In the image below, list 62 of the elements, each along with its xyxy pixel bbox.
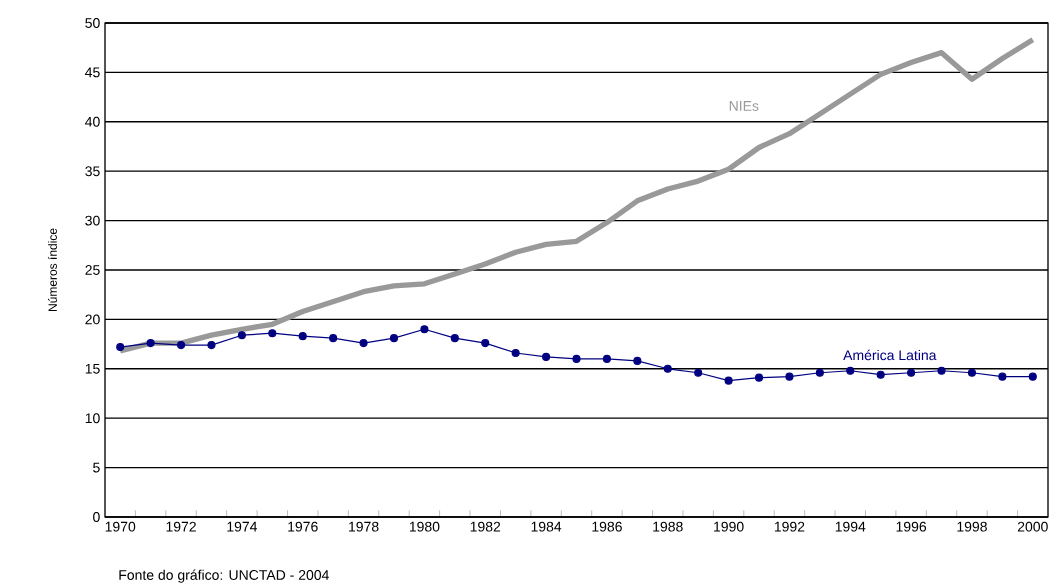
point: [146, 339, 155, 348]
y-tick-label: 30: [85, 215, 100, 226]
point: [846, 366, 855, 375]
x-tick-label: 1986: [592, 521, 622, 532]
x-tick-label: 1994: [835, 521, 866, 532]
x-tick-label: 1998: [957, 521, 987, 532]
y-tick-label: 0: [93, 512, 100, 522]
point: [572, 354, 581, 363]
point: [298, 332, 307, 341]
series-label: América Latina: [843, 349, 937, 361]
y-tick-label: 15: [85, 363, 100, 374]
x-tick-label: 1996: [896, 521, 927, 532]
text: NIEs: [729, 101, 759, 111]
point: [998, 372, 1007, 381]
point: [268, 329, 277, 338]
y-tick-label: 35: [85, 166, 100, 177]
point: [967, 368, 977, 377]
point: [116, 342, 125, 352]
y-tick-label: 25: [85, 265, 100, 275]
y-axis-title: Números índice: [47, 228, 57, 312]
point: [937, 366, 946, 375]
y-tick-label: 50: [85, 18, 100, 28]
x-tick-label: 1988: [653, 521, 683, 532]
x-tick-label: 1982: [470, 521, 501, 532]
point: [389, 334, 399, 343]
point: [420, 325, 429, 334]
point: [602, 354, 611, 363]
point: [511, 348, 520, 358]
y-tick-label: 40: [85, 116, 100, 127]
x-tick-label: 1980: [409, 521, 440, 532]
x-tick-label: 1984: [531, 521, 562, 532]
point: [724, 376, 733, 385]
x-tick-label: 1990: [714, 521, 744, 532]
point: [754, 373, 764, 382]
point: [237, 331, 246, 340]
point: [329, 334, 338, 343]
y-tick-label: 20: [85, 314, 100, 325]
y-tick-label: 45: [85, 67, 100, 78]
point: [785, 372, 794, 381]
point: [1028, 372, 1037, 381]
point: [815, 368, 824, 377]
point: [450, 334, 459, 343]
point: [207, 341, 216, 350]
y-tick-label: 5: [93, 462, 100, 473]
x-tick-label: 2000: [1017, 521, 1048, 532]
x-tick-label: 1978: [349, 521, 379, 532]
x-tick-label: 1976: [288, 521, 318, 532]
point: [481, 339, 490, 348]
x-tick-label: 1992: [774, 521, 805, 532]
source-note: Fonte do gráfico: UNCTAD - 2004: [119, 569, 329, 583]
point: [542, 352, 551, 361]
x-tick-label: 1972: [166, 521, 196, 532]
y-tick-label: 10: [85, 413, 100, 424]
x-tick-label: 1974: [227, 521, 258, 532]
point: [359, 339, 368, 348]
x-tick-label: 1970: [105, 521, 136, 532]
point: [663, 364, 672, 373]
point: [176, 341, 186, 350]
point: [907, 368, 916, 377]
point: [694, 368, 703, 377]
point: [633, 356, 642, 365]
point: [876, 370, 885, 379]
